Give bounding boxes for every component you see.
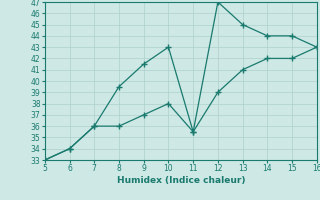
X-axis label: Humidex (Indice chaleur): Humidex (Indice chaleur) — [116, 176, 245, 185]
